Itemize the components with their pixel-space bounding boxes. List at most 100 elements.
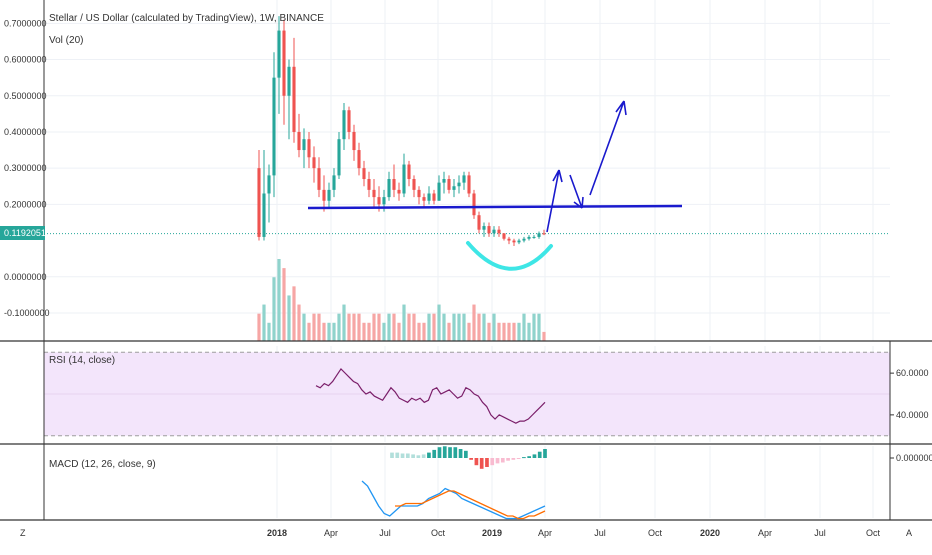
volume-bar (257, 313, 261, 341)
volume-bar (537, 313, 541, 341)
candle-body (502, 233, 506, 239)
candle-body (337, 139, 341, 176)
x-tick-label: 2018 (267, 528, 287, 538)
macd-histogram-bar (500, 458, 505, 463)
volume-bar (462, 313, 466, 341)
candle-body (427, 193, 431, 201)
volume-bar (427, 313, 431, 341)
candle-body (272, 77, 276, 176)
macd-pane: 0.0000000 (361, 446, 932, 520)
macd-legend: MACD (12, 26, close, 9) (49, 459, 156, 470)
volume-bar (402, 304, 406, 341)
candle-body (392, 179, 396, 190)
x-tick-label: Apr (758, 528, 772, 538)
volume-bar (472, 304, 476, 341)
macd-histogram-bar (390, 452, 394, 458)
candle-body (387, 179, 391, 198)
macd-histogram-bar (448, 447, 452, 458)
candle-body (397, 189, 401, 194)
volume-bar (542, 331, 546, 341)
macd-histogram-bar (511, 458, 516, 460)
volume-bar (387, 313, 391, 341)
candle-body (282, 30, 286, 96)
x-tick-label: Jul (594, 528, 606, 538)
candle-body (527, 236, 531, 239)
macd-histogram-bar (506, 458, 510, 461)
volume-bar (522, 313, 526, 341)
candle-body (292, 66, 296, 132)
candle-body (497, 229, 501, 234)
macd-histogram-bar (427, 452, 431, 458)
candle-body (472, 193, 476, 216)
macd-histogram-bar (537, 451, 542, 458)
volume-bar (512, 322, 516, 341)
volume-bar (377, 313, 381, 341)
x-tick-label: Apr (538, 528, 552, 538)
volume-bar (322, 322, 326, 341)
candle-body (287, 66, 291, 96)
candle-body (542, 233, 546, 235)
volume-bar (532, 313, 536, 341)
macd-histogram-bar (490, 458, 495, 466)
candle-body (262, 193, 266, 237)
macd-histogram-bar (411, 454, 415, 458)
macd-histogram-bar (522, 457, 526, 459)
candle-body (382, 197, 386, 205)
volume-bar (527, 322, 531, 341)
macd-histogram-bar (464, 450, 468, 458)
candle-body (312, 157, 316, 169)
candle-body (507, 238, 511, 241)
macd-histogram-bar (516, 458, 521, 459)
volume-bar (272, 277, 276, 341)
volume-bar (497, 322, 501, 341)
macd-histogram-bar (442, 446, 447, 458)
candle-body (512, 240, 516, 243)
candle-body (522, 238, 526, 241)
volume-bar (452, 313, 456, 341)
candle-body (422, 197, 426, 201)
candle-body (532, 236, 536, 238)
volume-bar (507, 322, 511, 341)
volume-bar (317, 313, 321, 341)
annotation-overlay (307, 100, 683, 271)
candle-body (267, 175, 271, 194)
arrow-up-2 (589, 100, 627, 196)
signal-line (395, 490, 546, 520)
volume-bar (407, 313, 411, 341)
volume-bar (397, 322, 401, 341)
macd-histogram-bar (474, 458, 479, 466)
volume-bar (287, 295, 291, 341)
macd-histogram-bar (405, 453, 410, 458)
candle-body (442, 179, 446, 183)
volume-bar (312, 313, 316, 341)
x-tick-label: Apr (324, 528, 338, 538)
candle-body (307, 139, 311, 158)
candle-body (477, 215, 481, 230)
rsi-pane: 60.0000 40.0000 (44, 351, 929, 437)
candle-body (352, 131, 356, 151)
candle-body (367, 179, 371, 190)
arrow-down (569, 174, 584, 209)
volume-bar (262, 304, 266, 341)
volume-bar (292, 286, 296, 341)
macd-histogram-bar (479, 458, 484, 469)
volume-bar (352, 313, 356, 341)
candle-body (447, 179, 451, 190)
volume-bar (357, 313, 361, 341)
candle-body (357, 150, 361, 169)
candle-body (462, 175, 466, 183)
timezone-z-button[interactable]: Z (20, 528, 26, 538)
volume-bar (492, 313, 496, 341)
candle-body (417, 189, 421, 198)
volume-bar (347, 313, 351, 341)
volume-bar (302, 313, 306, 341)
volume-bar (367, 322, 371, 341)
volume-bar (282, 268, 286, 341)
candle-body (332, 175, 336, 190)
volume-bar (517, 322, 521, 341)
auto-scale-a-button[interactable]: A (906, 528, 912, 538)
candle-body (457, 182, 461, 187)
price-tick-label: 0.0000000 (4, 272, 47, 282)
